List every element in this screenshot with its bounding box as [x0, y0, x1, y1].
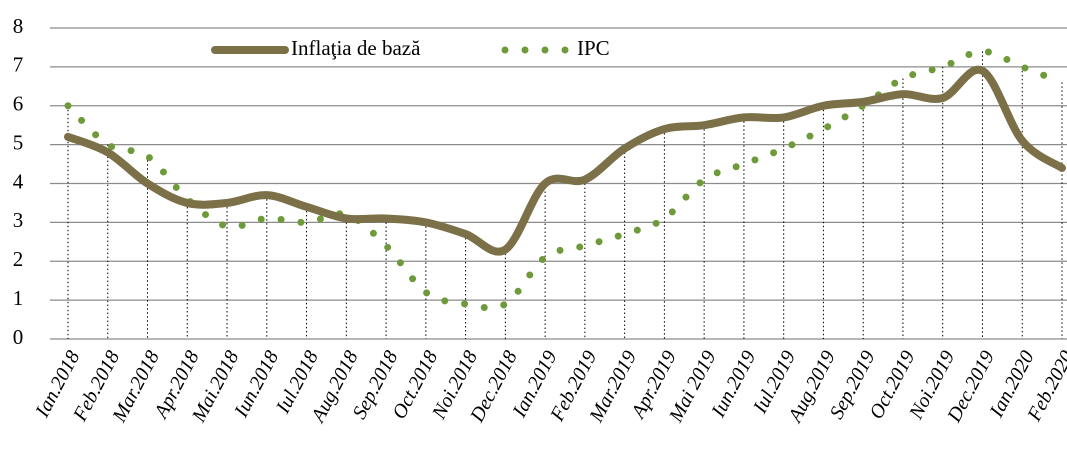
legend-label: Inflaţia de bază: [291, 36, 421, 60]
y-tick-label: 0: [13, 325, 24, 349]
y-tick-label: 8: [13, 14, 24, 38]
y-tick-label: 3: [13, 208, 24, 232]
series-line: [64, 65, 1066, 256]
y-tick-label: 5: [13, 130, 24, 154]
legend-label: IPC: [577, 36, 610, 60]
y-tick-label: 4: [13, 169, 24, 193]
y-tick-label: 7: [13, 53, 24, 77]
y-tick-label: 1: [13, 286, 24, 310]
y-tick-label: 2: [13, 247, 24, 271]
y-tick-label: 6: [13, 92, 24, 116]
